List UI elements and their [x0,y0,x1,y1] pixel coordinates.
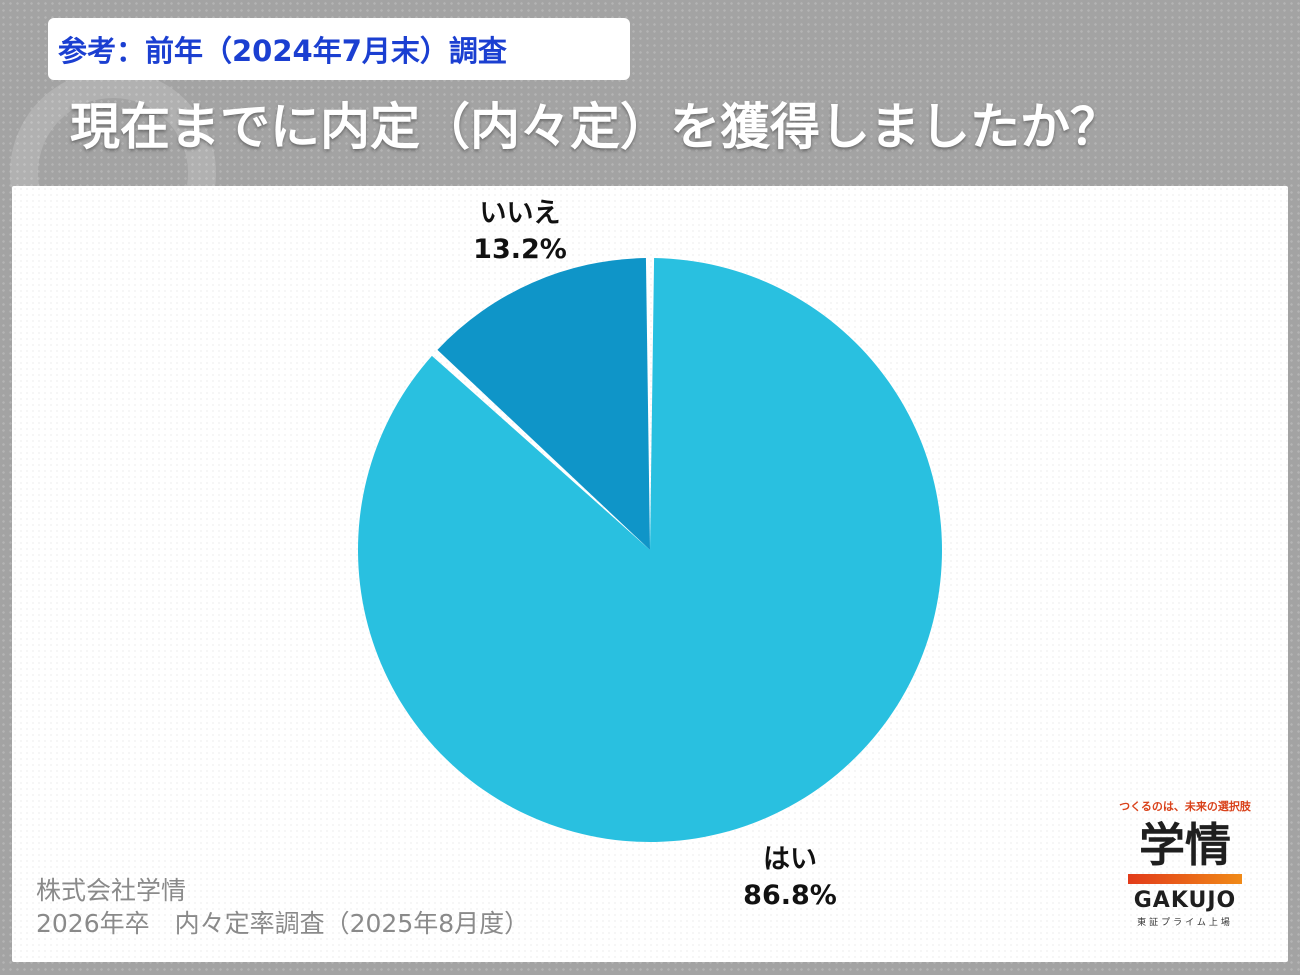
logo-mark: 学情 [1139,818,1231,872]
logo-listing: 東証プライム上場 [1137,918,1233,928]
survey-question-text: 現在までに内定（内々定）を獲得しましたか？ [70,98,1120,156]
company-logo: つくるのは、未来の選択肢 学情 GAKUJO 東証プライム上場 [1112,798,1258,938]
source-credit: 株式会社学情 2026年卒 内々定率調査（2025年8月度） [36,874,636,940]
pie-slice-category-2: いいえ [480,198,561,229]
pie-slice-value-1: 86.8% [743,880,837,911]
pie-slice-category-1: はい [763,844,817,875]
pie-slice-1 [357,258,942,843]
pie-chart: はい 86.8% いいえ 13.2% [357,198,942,911]
source-survey: 2026年卒 内々定率調査（2025年8月度） [36,909,530,938]
pie-slice-label-1: はい 86.8% [743,844,837,911]
pie-slice-value-2: 13.2% [473,234,567,265]
chart-panel: はい 86.8% いいえ 13.2% [12,186,1288,962]
pie-slice-label-2: いいえ 13.2% [473,198,567,265]
reference-badge: 参考：前年（2024年7月末）調査 [48,18,630,80]
logo-accent-bar [1128,874,1242,884]
logo-brand: GAKUJO [1133,888,1237,913]
logo-tagline: つくるのは、未来の選択肢 [1119,800,1251,813]
reference-badge-text: 参考：前年（2024年7月末）調査 [58,34,507,68]
source-company: 株式会社学情 [36,876,187,905]
pie-slice-2 [437,258,650,550]
survey-question-title: 現在までに内定（内々定）を獲得しましたか？ [70,88,1250,158]
